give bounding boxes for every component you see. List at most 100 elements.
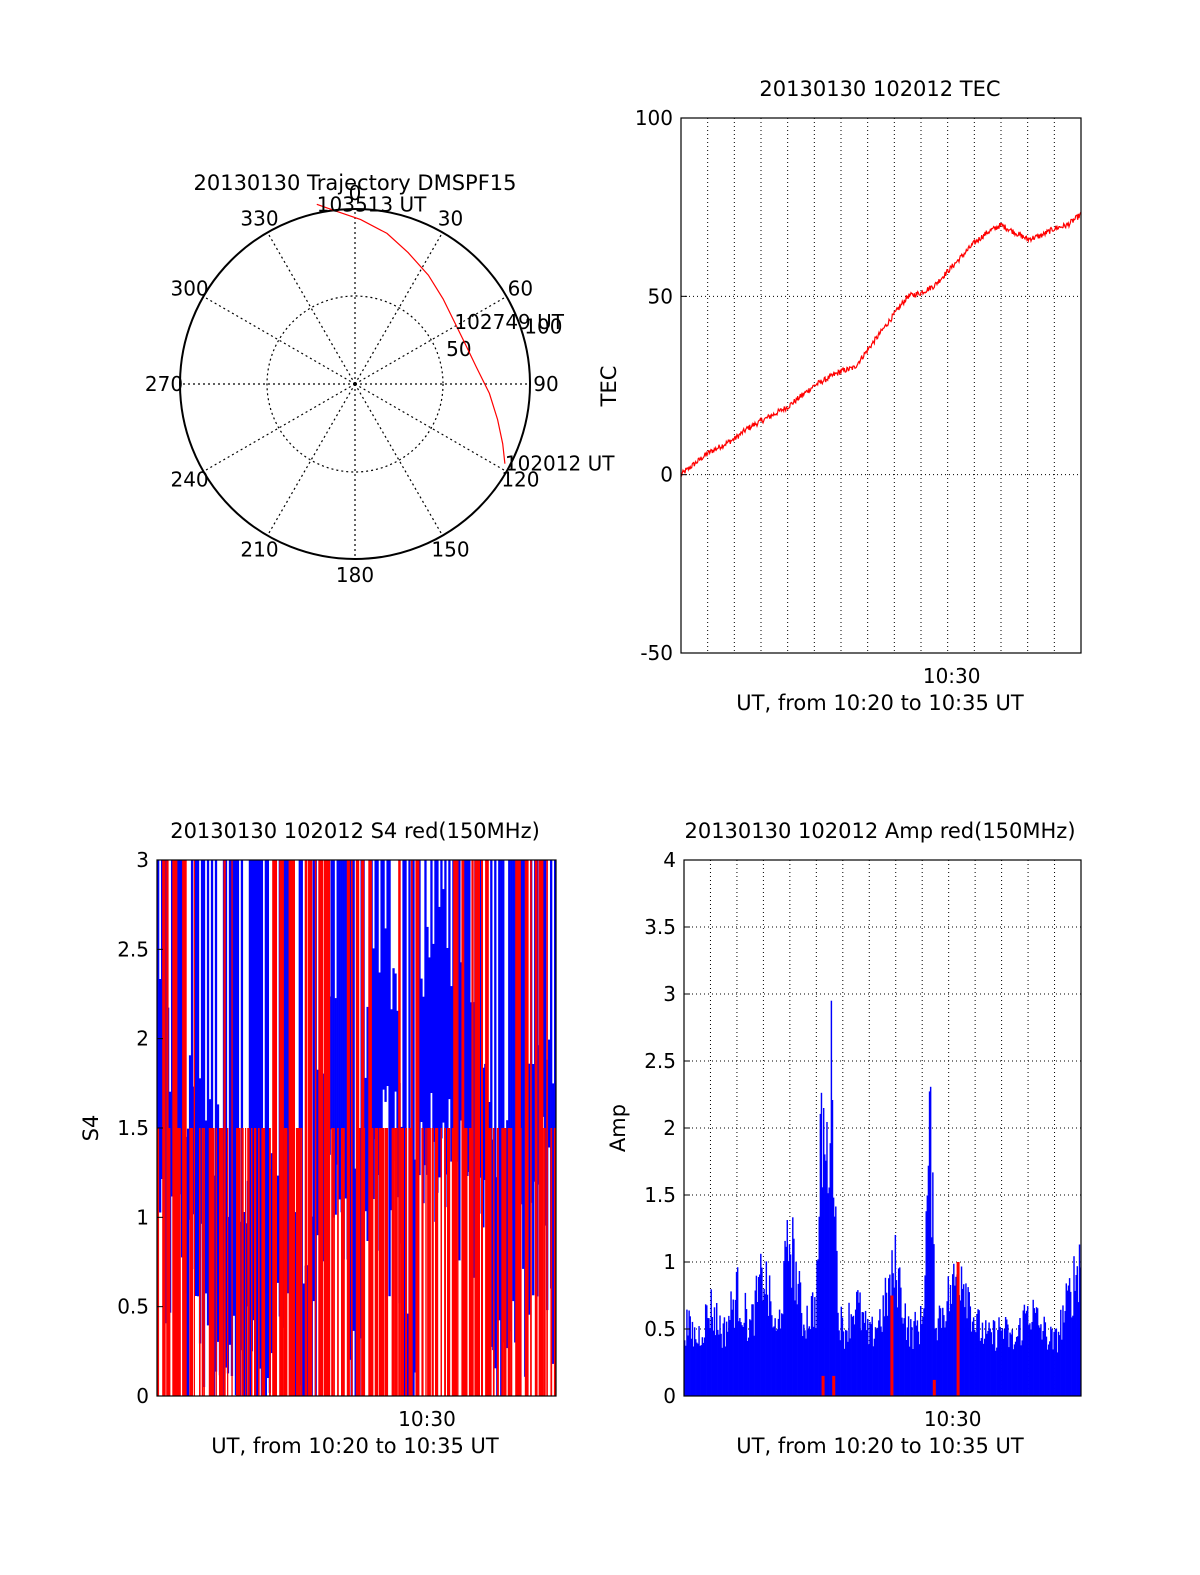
- amp-blue-bar: [846, 1330, 848, 1396]
- s4-red-bar: [463, 1128, 468, 1396]
- polar-azimuth-label-30: 30: [438, 207, 463, 231]
- s4-red-bar: [453, 860, 458, 1396]
- amp-y-tick-label: 2: [663, 1116, 676, 1140]
- s4-x-axis-label: UT, from 10:20 to 10:35 UT: [211, 1434, 499, 1458]
- amp-blue-bar: [848, 1302, 850, 1396]
- s4-red-bar: [534, 860, 538, 1396]
- s4-y-tick-labels: 0 0.5 1 1.5 2 2.5 3: [117, 848, 163, 1408]
- tec-y-tick-label: -50: [640, 641, 673, 665]
- trajectory-annotation-2: 102012 UT: [505, 452, 615, 476]
- amp-blue-bar: [1056, 1352, 1059, 1396]
- amp-blue-bar: [893, 1287, 895, 1396]
- s4-blue-bar: [176, 860, 180, 1335]
- s4-blue-bar: [186, 1128, 190, 1396]
- amp-blue-bar: [720, 1333, 722, 1396]
- amp-blue-bar: [1029, 1323, 1031, 1396]
- s4-red-bar: [408, 1128, 412, 1396]
- s4-x-tick-labels: 10:30: [398, 1407, 456, 1431]
- amp-blue-bar: [976, 1314, 978, 1396]
- amp-blue-bar: [706, 1305, 708, 1396]
- s4-red-bar: [503, 1128, 507, 1396]
- s4-blue-bar: [520, 860, 523, 1205]
- amp-blue-bar: [774, 1318, 776, 1396]
- amp-blue-bar: [814, 1297, 816, 1396]
- amp-blue-bar: [1071, 1317, 1073, 1396]
- s4-red-bar: [530, 860, 532, 1396]
- amp-blue-bar: [725, 1321, 728, 1396]
- s4-red-bar: [447, 1128, 451, 1396]
- amp-blue-bar: [832, 1197, 835, 1396]
- amp-y-tick-label: 3: [663, 982, 676, 1006]
- polar-azimuth-labels: 0 30 60 90 120 150 180 210 240 270 300 330: [145, 181, 559, 587]
- amp-blue-bar: [1007, 1324, 1009, 1396]
- amp-blue-bar: [905, 1340, 908, 1396]
- polar-azimuth-label-330: 330: [240, 207, 278, 231]
- s4-blue-bar: [528, 1063, 531, 1315]
- s4-red-bar: [321, 860, 324, 1396]
- amp-blue-bar: [693, 1327, 696, 1396]
- s4-blue-bar: [550, 860, 553, 1289]
- polar-azimuth-label-0: 0: [349, 181, 362, 205]
- s4-red-bar: [247, 1128, 250, 1396]
- s4-y-tick-label: 3: [136, 848, 149, 872]
- amp-blue-bar: [741, 1325, 743, 1396]
- amp-blue-bar: [1017, 1336, 1019, 1396]
- amp-blue-bar: [1032, 1299, 1034, 1396]
- s4-blue-bar: [302, 1283, 305, 1396]
- s4-red-bar: [327, 860, 331, 1396]
- s4-red-bar: [258, 1128, 260, 1396]
- s4-blue-bar: [436, 860, 439, 1193]
- amp-blue-bar: [744, 1292, 747, 1396]
- amp-blue-bar: [833, 1216, 836, 1396]
- amp-blue-bar: [1067, 1285, 1070, 1396]
- amp-blue-bar: [698, 1326, 700, 1396]
- amp-blue-bar: [926, 1195, 929, 1396]
- amp-blue-bar: [787, 1261, 790, 1396]
- amp-blue-bar: [735, 1271, 738, 1396]
- amp-blue-bar: [736, 1267, 739, 1396]
- amp-blue-bar: [773, 1326, 775, 1396]
- amp-blue-bar: [847, 1341, 849, 1396]
- amp-blue-bar: [813, 1326, 815, 1396]
- amp-blue-bar: [901, 1317, 903, 1396]
- s4-blue-bar: [510, 860, 513, 1221]
- s4-red-bar: [279, 860, 283, 1396]
- s4-red-bar: [288, 860, 293, 1396]
- s4-blue-bar: [506, 1120, 509, 1349]
- amp-blue-bar: [982, 1343, 985, 1396]
- s4-blue-bar: [424, 860, 427, 1166]
- amp-blue-bar: [738, 1321, 740, 1396]
- s4-red-bar: [251, 1128, 253, 1396]
- amp-blue-bar: [876, 1327, 879, 1396]
- s4-red-bar: [310, 860, 313, 1396]
- tec-y-tick-labels: -50 0 50 100: [635, 106, 687, 665]
- s4-red-bar: [368, 860, 372, 1396]
- s4-red-bar: [474, 860, 478, 1396]
- amp-blue-bar: [1045, 1336, 1048, 1396]
- amp-blue-bar: [985, 1320, 987, 1396]
- amp-blue-bar: [895, 1280, 898, 1396]
- s4-red-bar: [405, 1128, 408, 1396]
- s4-red-bar: [526, 860, 529, 1396]
- amp-blue-bar: [1060, 1309, 1062, 1396]
- amp-blue-bar: [821, 1187, 824, 1396]
- amp-blue-bar: [933, 1244, 935, 1396]
- amp-blue-bar: [781, 1313, 783, 1396]
- amp-x-axis-label: UT, from 10:20 to 10:35 UT: [736, 1434, 1024, 1458]
- s4-blue-bar: [392, 968, 395, 1161]
- amp-blue-bar: [1037, 1325, 1040, 1396]
- amp-blue-bar: [1008, 1347, 1010, 1396]
- s4-blue-bar: [446, 948, 449, 1175]
- amp-blue-bar: [871, 1316, 873, 1396]
- amp-blue-bar: [792, 1217, 794, 1396]
- amp-chart-title: 20130130 102012 Amp red(150MHz): [684, 819, 1075, 843]
- amp-x-tick-label: 10:30: [924, 1407, 982, 1431]
- amp-blue-bar: [721, 1347, 723, 1396]
- s4-blue-bar: [214, 860, 218, 1372]
- amp-blue-bar: [817, 1259, 819, 1396]
- amp-blue-bar: [914, 1311, 916, 1396]
- s4-red-bar: [410, 860, 413, 1396]
- amp-blue-bar: [810, 1296, 813, 1396]
- amp-blue-bar: [991, 1344, 994, 1396]
- s4-blue-bar: [250, 860, 254, 1352]
